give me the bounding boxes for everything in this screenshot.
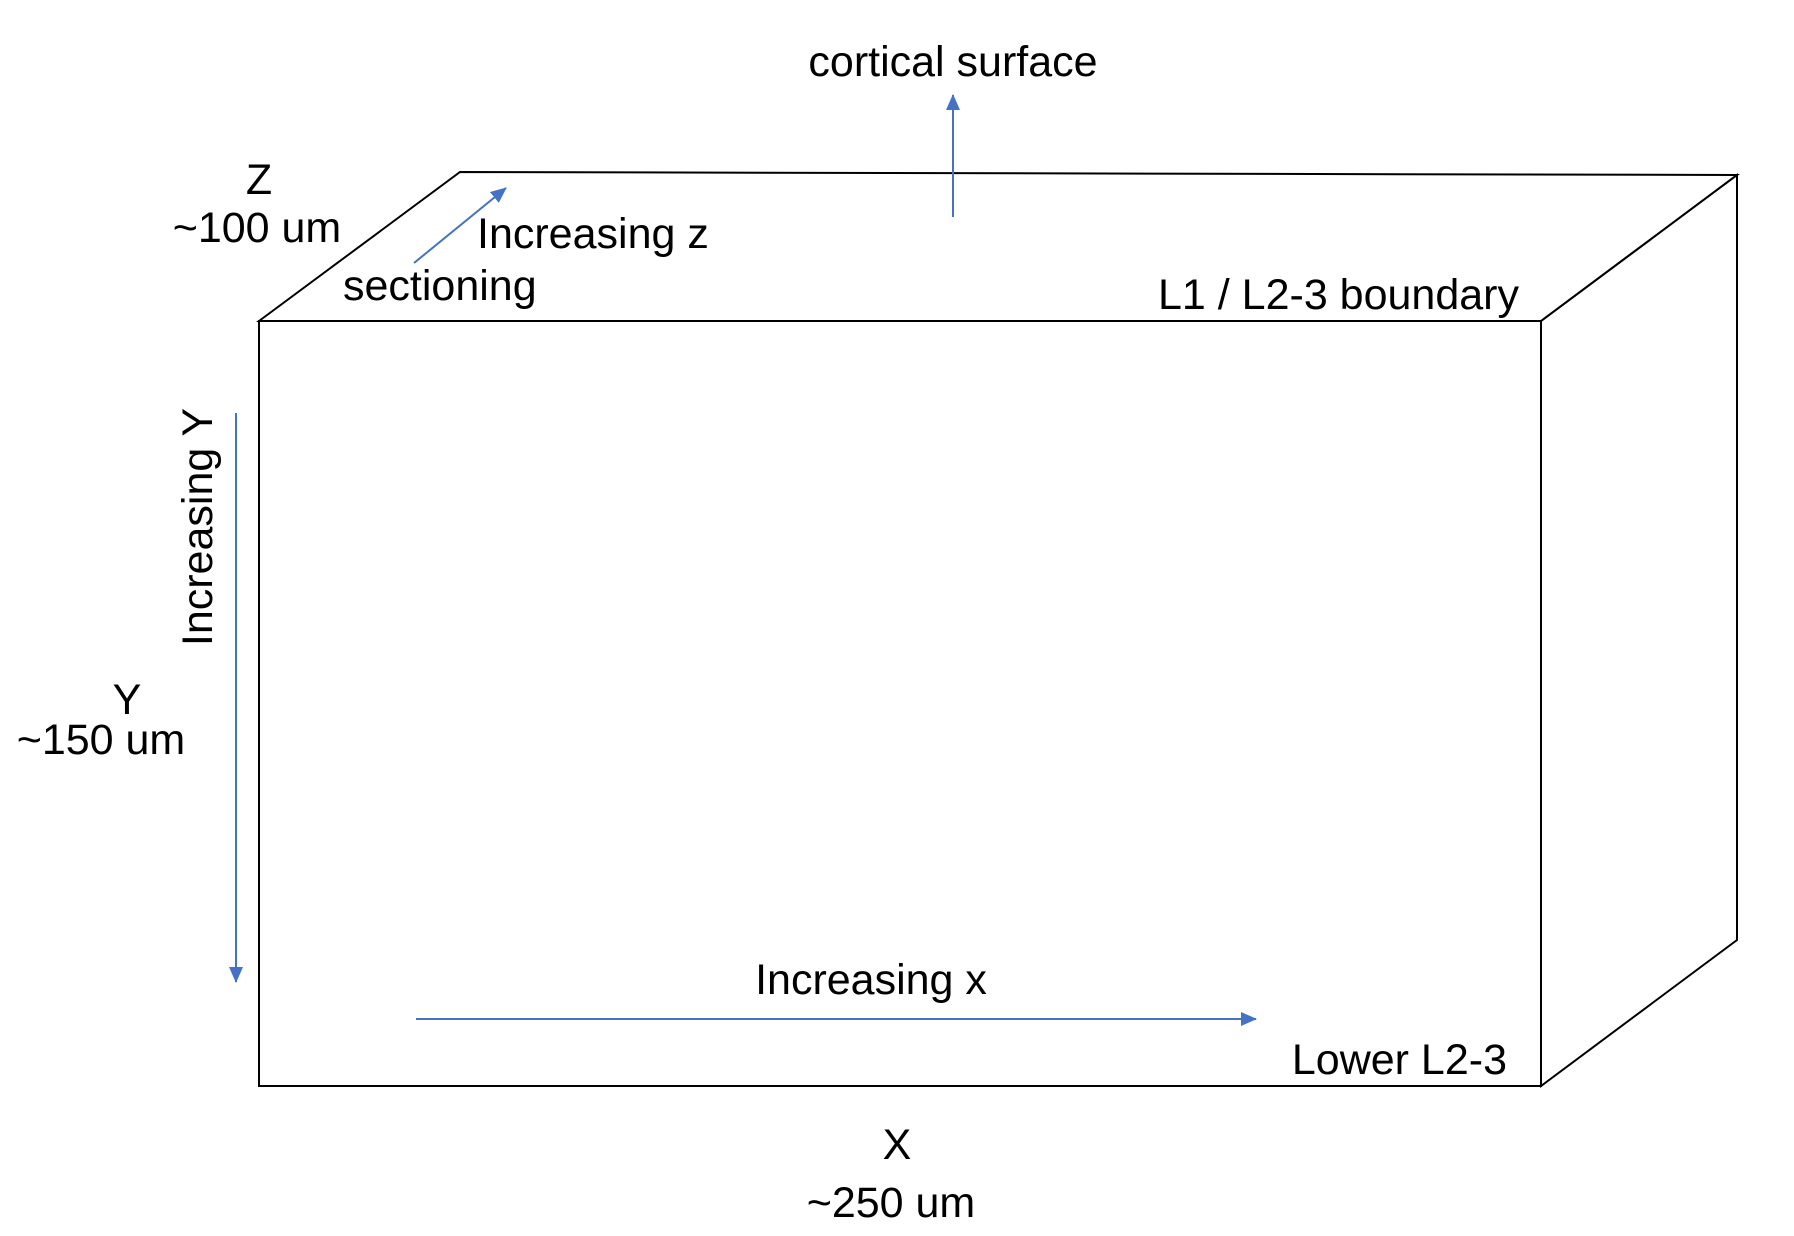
z-direction-arrow — [413, 187, 507, 264]
x-size-label: ~250 um — [807, 1179, 976, 1227]
z-axis-label: Z — [246, 156, 272, 204]
lower-l23-label: Lower L2-3 — [1292, 1036, 1507, 1084]
y-axis-label: Y — [113, 676, 142, 724]
x-axis-label: X — [883, 1121, 912, 1169]
volume-box — [255, 170, 1741, 1088]
sectioning-label: sectioning — [343, 262, 537, 310]
increasing-y-label: Increasing Y — [174, 408, 222, 646]
l1-l23-boundary-label: L1 / L2-3 boundary — [1158, 271, 1519, 319]
right-face — [1540, 173, 1738, 1088]
cortical-surface-label: cortical surface — [808, 38, 1097, 86]
direction-arrows — [229, 94, 1257, 1026]
y-size-label: ~150 um — [17, 716, 186, 764]
z-size-label: ~100 um — [173, 204, 342, 252]
increasing-x-label: Increasing x — [755, 956, 987, 1004]
increasing-z-label: Increasing z — [477, 210, 709, 258]
